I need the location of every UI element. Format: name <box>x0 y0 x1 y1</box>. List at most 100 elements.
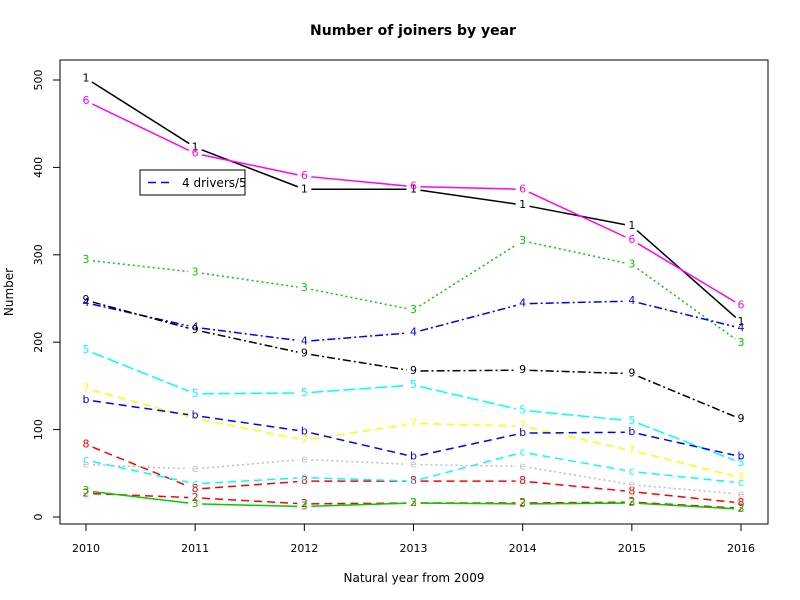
legend: 4 drivers/5 <box>139 169 247 196</box>
data-point-label: 5 <box>738 456 745 469</box>
data-point-label: 7 <box>519 419 526 432</box>
series-3: 3 3 3 3 3 3 3 <box>83 234 745 349</box>
data-point-label: c <box>410 474 416 487</box>
data-point-label: 4 <box>192 320 199 333</box>
chart-title: Number of joiners by year <box>310 23 516 39</box>
data-point-label: 3 <box>83 253 90 266</box>
y-tick-label: 400 <box>32 157 45 178</box>
data-point-label: 5 <box>519 403 526 416</box>
series-line-segment <box>201 272 298 288</box>
series-line-segment <box>420 186 516 190</box>
series-line-segment <box>311 477 407 482</box>
data-point-label: 3 <box>192 265 199 278</box>
y-tick-label: 300 <box>32 244 45 265</box>
data-point-label: 8 <box>519 474 526 487</box>
data-point-label: b <box>83 393 90 406</box>
series-11: e e e e e e e <box>83 452 745 500</box>
series-line-segment <box>311 353 407 371</box>
data-point-label: 7 <box>83 382 90 395</box>
series-line-segment <box>419 243 518 307</box>
data-point-label: 3 <box>519 234 526 247</box>
series-line-segment <box>311 332 407 342</box>
data-point-label: 9 <box>301 347 308 360</box>
data-point-label: 1 <box>519 198 526 211</box>
data-point-label: 1 <box>192 140 199 153</box>
data-point-label: 4 <box>301 334 308 347</box>
series-line-segment <box>420 189 516 205</box>
series-line-segment <box>311 458 407 465</box>
series-line-segment <box>92 400 189 416</box>
data-point-label: 9 <box>519 363 526 376</box>
series-line-segment <box>91 103 190 152</box>
x-tick-label: 2012 <box>290 542 318 555</box>
series-6: 5 5 5 5 5 5 5 <box>83 343 745 469</box>
y-axis-label: Number <box>2 268 16 316</box>
series-line-segment <box>201 330 298 353</box>
series-line-segment <box>202 497 298 505</box>
data-point-label: 3 <box>738 502 745 515</box>
legend-entry-label: 4 drivers/5 <box>182 176 247 190</box>
data-point-label: 2 <box>628 495 635 508</box>
data-point-label: 6 <box>519 182 526 195</box>
data-point-label: e <box>192 462 199 475</box>
x-tick-label: 2014 <box>509 542 537 555</box>
y-tick-label: 0 <box>32 514 45 521</box>
data-point-label: 7 <box>192 411 199 424</box>
series-line-segment <box>201 415 298 432</box>
data-point-label: 6 <box>738 298 745 311</box>
data-point-label: 8 <box>192 482 199 495</box>
data-point-label: 7 <box>738 471 745 484</box>
x-tick-label: 2016 <box>727 542 755 555</box>
series-line-segment <box>638 501 735 509</box>
data-point-label: e <box>410 458 417 471</box>
data-point-label: b <box>410 450 417 463</box>
data-point-label: c <box>629 465 635 478</box>
data-point-label: 4 <box>83 296 90 309</box>
series-8: b b b b b b b <box>83 393 745 463</box>
data-point-label: 9 <box>192 323 199 336</box>
series-line-segment <box>529 431 625 434</box>
data-point-label: 8 <box>628 485 635 498</box>
series-line-segment <box>420 385 517 410</box>
series-line-segment <box>420 304 517 332</box>
series-line-segment <box>529 300 625 305</box>
data-point-label: c <box>738 476 744 489</box>
data-point-label: 3 <box>738 336 745 349</box>
data-point-label: 1 <box>410 182 417 195</box>
data-point-label: 6 <box>410 180 417 193</box>
series-line-segment <box>201 149 299 188</box>
series-1: 1 1 1 1 1 1 1 <box>83 71 745 328</box>
series-line-segment <box>201 154 298 176</box>
series-line-segment <box>420 502 516 505</box>
data-point-label: 4 <box>519 297 526 310</box>
series-line-segment <box>201 418 298 440</box>
data-point-label: 8 <box>410 474 417 487</box>
legend-box <box>139 169 246 196</box>
data-point-label: 2 <box>192 491 199 504</box>
data-point-label: e <box>83 458 90 471</box>
data-point-label: 2 <box>519 496 526 509</box>
data-point-label: b <box>519 426 526 439</box>
data-point-label: 2 <box>83 486 90 499</box>
series-line-segment <box>637 242 736 303</box>
series-2: 6 6 6 6 6 6 6 <box>83 94 745 312</box>
series-line-segment <box>92 492 189 499</box>
data-point-label: b <box>738 450 745 463</box>
series-line-segment <box>420 369 516 372</box>
series-line-segment <box>420 433 516 456</box>
series-line-segment <box>638 302 735 328</box>
series-line-segment <box>528 191 626 238</box>
x-axis-label: Natural year from 2009 <box>344 571 485 585</box>
data-point-label: 5 <box>301 386 308 399</box>
data-point-label: 5 <box>628 414 635 427</box>
series-5: 9 9 9 9 9 9 9 <box>83 293 745 425</box>
data-point-label: 4 <box>738 321 745 334</box>
series-line-segment <box>310 432 407 456</box>
data-point-label: 6 <box>301 169 308 182</box>
data-point-label: 8 <box>301 474 308 487</box>
series-line-segment <box>529 481 625 492</box>
data-point-label: 3 <box>519 497 526 510</box>
series-line-segment <box>311 176 407 187</box>
data-point-label: c <box>83 453 89 466</box>
